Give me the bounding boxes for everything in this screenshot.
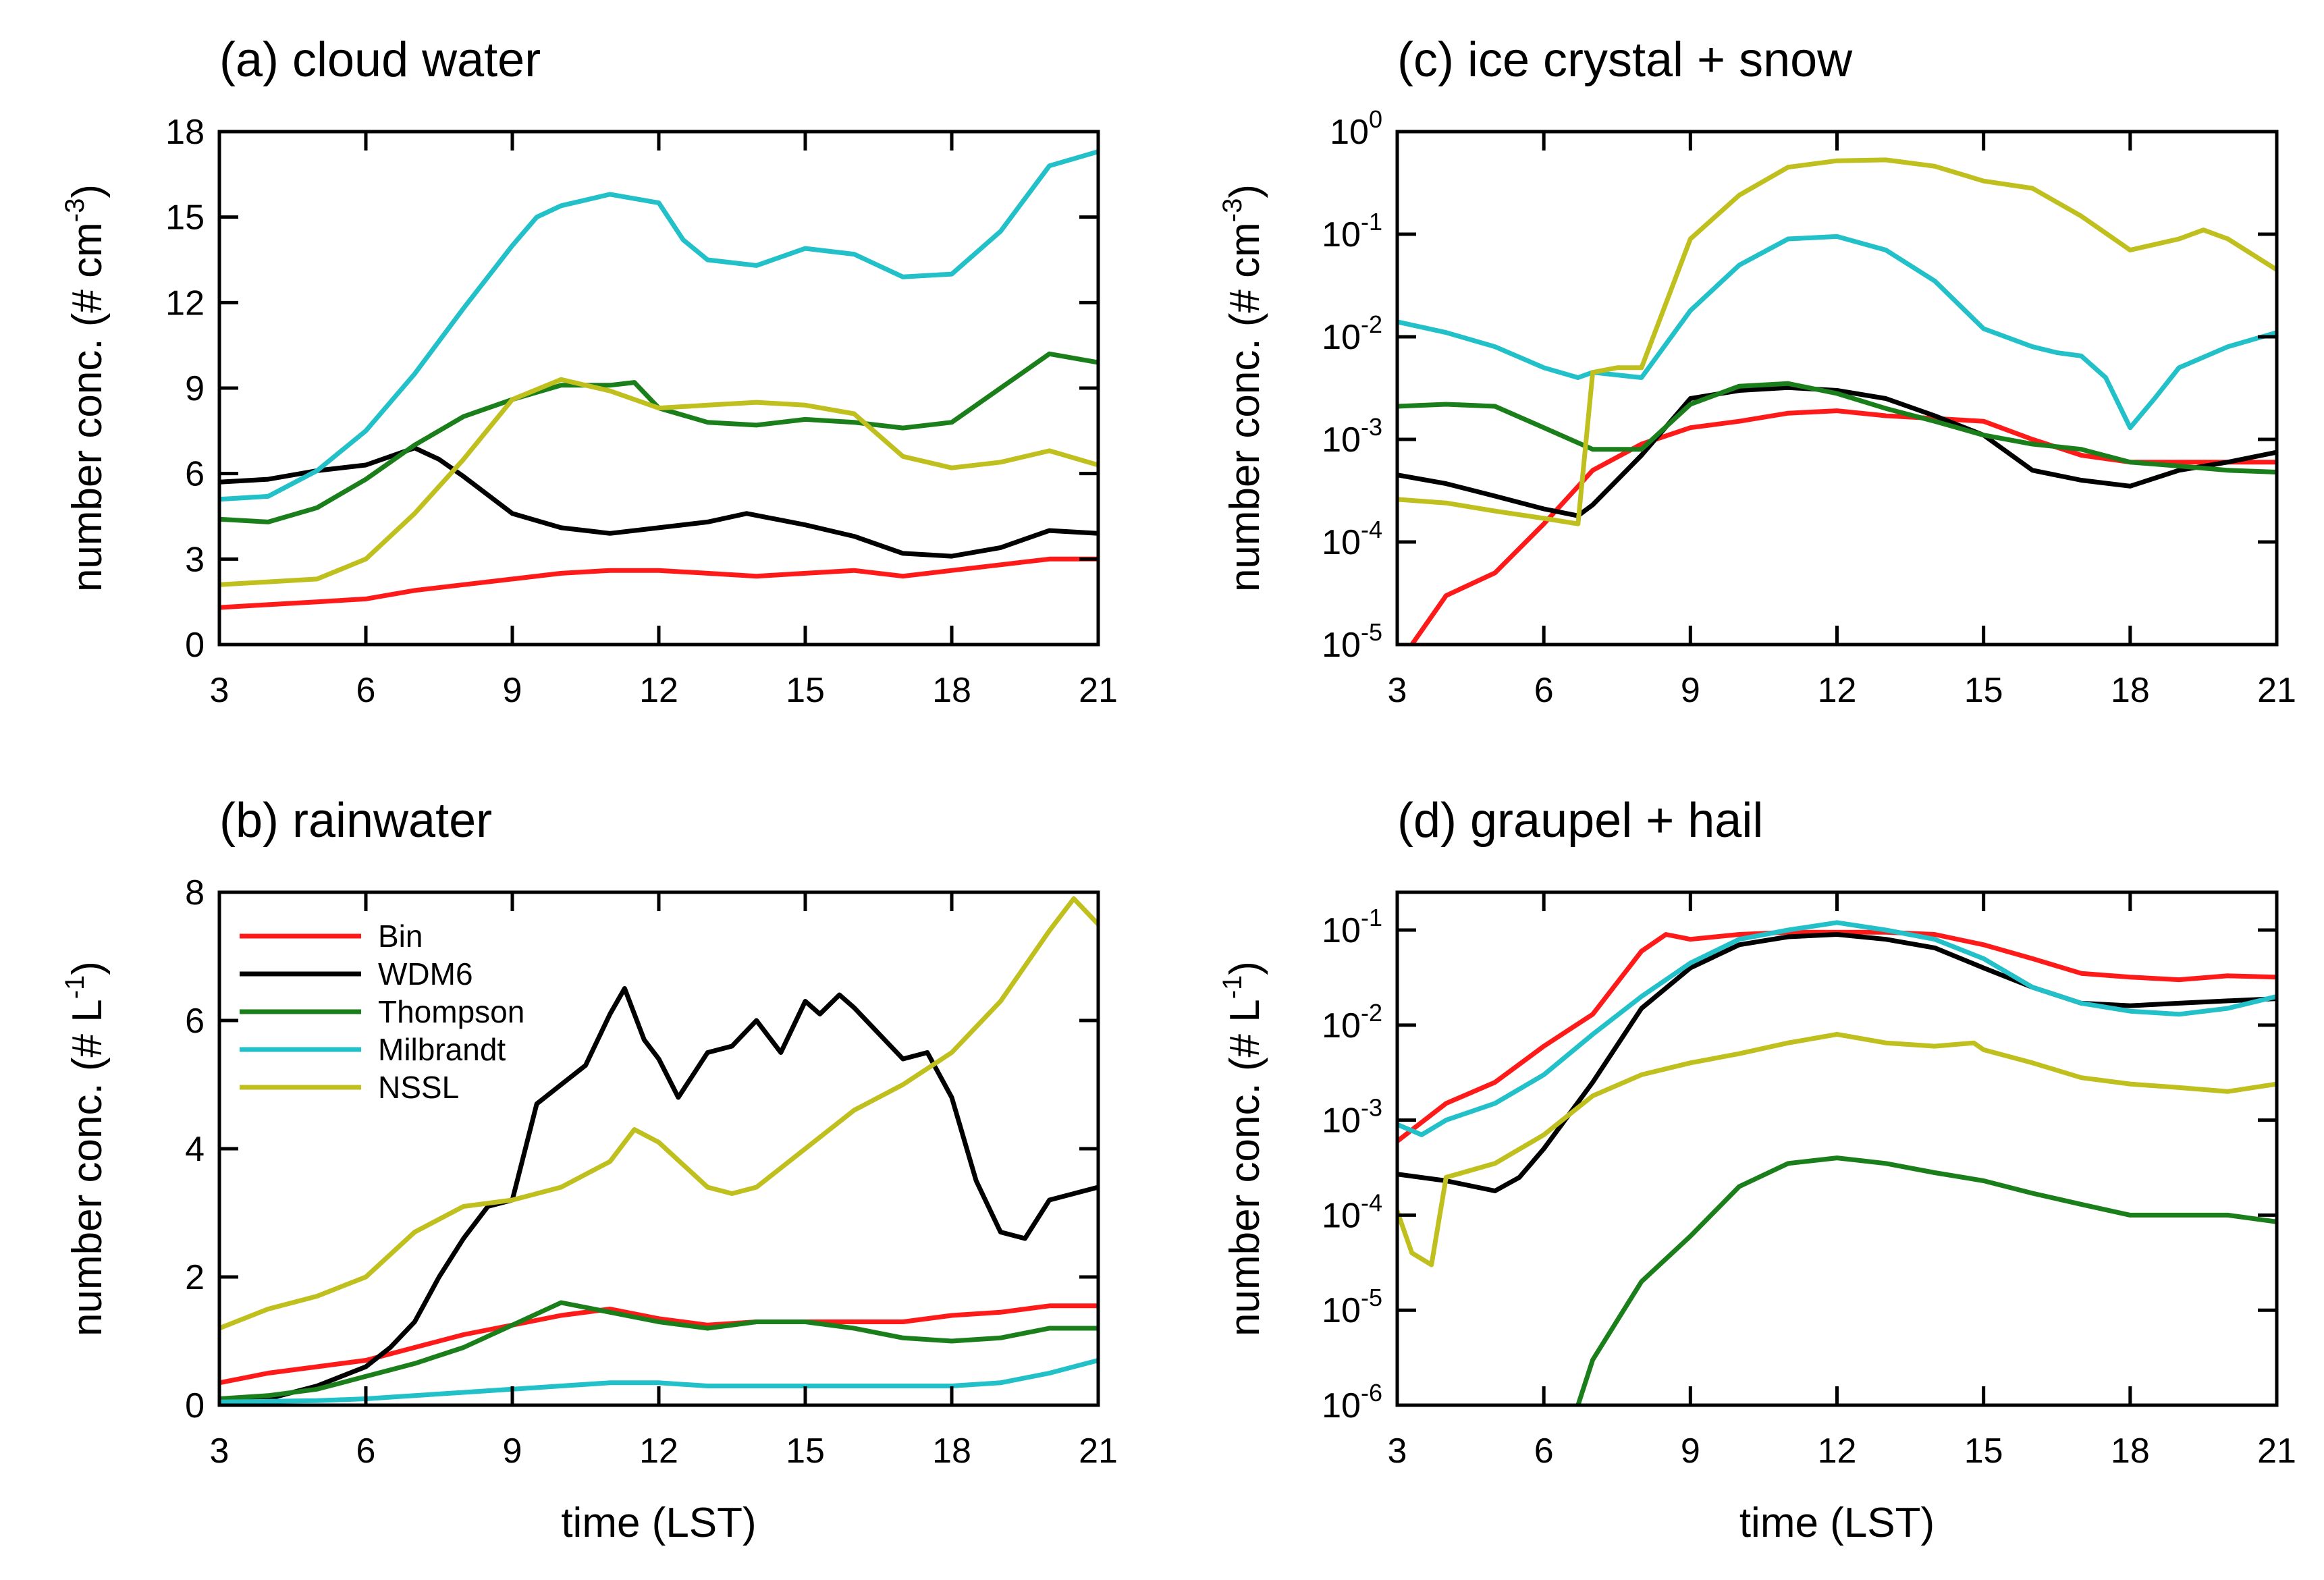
x-tick-label: 6: [356, 1432, 376, 1471]
x-tick-label: 21: [1079, 671, 1118, 710]
series-line-nssl: [1397, 1032, 2277, 1268]
y-tick-label: 10-6: [1322, 1379, 1382, 1425]
series-line-milbrandt: [1397, 234, 2277, 431]
series-line-bin: [1409, 408, 2277, 645]
x-tick-label: 9: [503, 1432, 522, 1471]
legend-label-thompson: Thompson: [378, 994, 524, 1029]
x-tick-label: 12: [1818, 1432, 1857, 1471]
y-tick-label: 10-4: [1322, 1189, 1382, 1235]
panel-title: (a) cloud water: [219, 33, 541, 87]
y-axis-label: number conc. (# L-1): [1218, 961, 1268, 1336]
x-tick-label: 21: [1079, 1432, 1118, 1471]
legend-label-milbrandt: Milbrandt: [378, 1032, 506, 1067]
series-line-wdm6: [1397, 932, 2277, 1193]
y-tick-label: 10-1: [1322, 904, 1382, 950]
panel-b: 3 6 9 12 15 18 21 0 2 4 6 8 (b) rainwater number conc…: [60, 794, 1118, 1546]
series-line-nssl: [219, 377, 1098, 587]
y-tick-label: 10-5: [1322, 618, 1382, 665]
legend-label-wdm6: WDM6: [378, 956, 473, 991]
x-tick-label: 12: [639, 671, 678, 710]
y-tick-label: 0: [185, 626, 205, 665]
y-tick-label: 0: [185, 1386, 205, 1425]
x-tick-label: 15: [1964, 1432, 2003, 1471]
series-group: [1397, 920, 2277, 1405]
y-tick-label: 2: [185, 1258, 205, 1297]
x-tick-label: 3: [210, 671, 229, 710]
series-group: [219, 149, 1098, 610]
series-line-nssl: [219, 896, 1098, 1331]
x-tick-label: 6: [1534, 671, 1554, 710]
x-tick-label: 12: [639, 1432, 678, 1471]
panel-title: (b) rainwater: [219, 794, 492, 848]
plot-frame: [1395, 890, 2279, 1407]
series-line-thompson: [1575, 1155, 2277, 1405]
series-line-bin: [1397, 929, 2277, 1144]
x-tick-label: 18: [932, 1432, 971, 1471]
y-tick-label: 6: [185, 455, 205, 494]
y-tick-label: 100: [1330, 105, 1382, 152]
x-tick-label: 3: [1388, 1432, 1407, 1471]
x-tick-label: 12: [1818, 671, 1857, 710]
y-tick-label: 3: [185, 540, 205, 579]
x-tick-label: 15: [786, 1432, 825, 1471]
x-tick-label: 9: [503, 671, 522, 710]
x-tick-label: 15: [1964, 671, 2003, 710]
y-tick-label: 9: [185, 369, 205, 408]
x-tick-label: 6: [356, 671, 376, 710]
y-tick-label: 15: [165, 198, 205, 238]
series-line-thompson: [219, 1300, 1098, 1401]
x-tick-label: 18: [2111, 1432, 2150, 1471]
series-line-thompson: [1397, 381, 2277, 474]
y-tick-label: 10-3: [1322, 1094, 1382, 1141]
panel-c: 3 6 9 12 15 18 21 10-5 10-4 10-3 10-2 10-1 100 (c) ic…: [1218, 33, 2296, 710]
x-tick-label: 9: [1681, 671, 1700, 710]
y-tick-label: 10-3: [1322, 413, 1382, 460]
legend-label-bin: Bin: [378, 919, 423, 954]
y-tick-label: 10-1: [1322, 208, 1382, 254]
y-tick-label: 10-2: [1322, 310, 1382, 357]
series-line-thompson: [219, 351, 1098, 524]
series-line-wdm6: [219, 986, 1098, 1405]
y-axis-label: number conc. (# L-1): [60, 961, 111, 1336]
x-tick-label: 9: [1681, 1432, 1700, 1471]
series-line-milbrandt: [219, 149, 1098, 502]
y-axis-label: number conc. (# cm-3): [1218, 184, 1268, 592]
x-axis-label: time (LST): [561, 1500, 756, 1546]
y-tick-label: 6: [185, 1002, 205, 1041]
panel-title: (d) graupel + hail: [1397, 794, 1763, 848]
x-tick-label: 21: [2257, 1432, 2296, 1471]
series-line-milbrandt: [1397, 920, 2277, 1137]
y-tick-label: 18: [165, 113, 205, 152]
panel-d: 3 6 9 12 15 18 21 10-6 10-5 10-4 10-3 10-2 10-1 (d) g…: [1218, 794, 2296, 1546]
panel-title: (c) ice crystal + snow: [1397, 33, 1853, 87]
y-tick-label: 8: [185, 873, 205, 912]
x-tick-label: 6: [1534, 1432, 1554, 1471]
series-line-wdm6: [219, 445, 1098, 559]
series-group: [219, 896, 1098, 1405]
legend-label-nssl: NSSL: [378, 1070, 459, 1105]
y-tick-label: 4: [185, 1130, 205, 1169]
y-tick-label: 10-5: [1322, 1284, 1382, 1330]
y-axis-label: number conc. (# cm-3): [60, 184, 111, 592]
series-line-nssl: [1397, 157, 2277, 526]
y-tick-label: 10-2: [1322, 999, 1382, 1045]
x-tick-label: 18: [932, 671, 971, 710]
y-tick-label: 12: [165, 283, 205, 323]
x-tick-label: 18: [2111, 671, 2150, 710]
x-axis-label: time (LST): [1739, 1500, 1935, 1546]
series-line-bin: [219, 1303, 1098, 1386]
x-tick-label: 3: [1388, 671, 1407, 710]
series-group: [1397, 157, 2277, 645]
x-tick-label: 15: [786, 671, 825, 710]
x-tick-label: 21: [2257, 671, 2296, 710]
series-line-bin: [219, 556, 1098, 610]
y-tick-label: 10-4: [1322, 516, 1382, 562]
x-tick-label: 3: [210, 1432, 229, 1471]
